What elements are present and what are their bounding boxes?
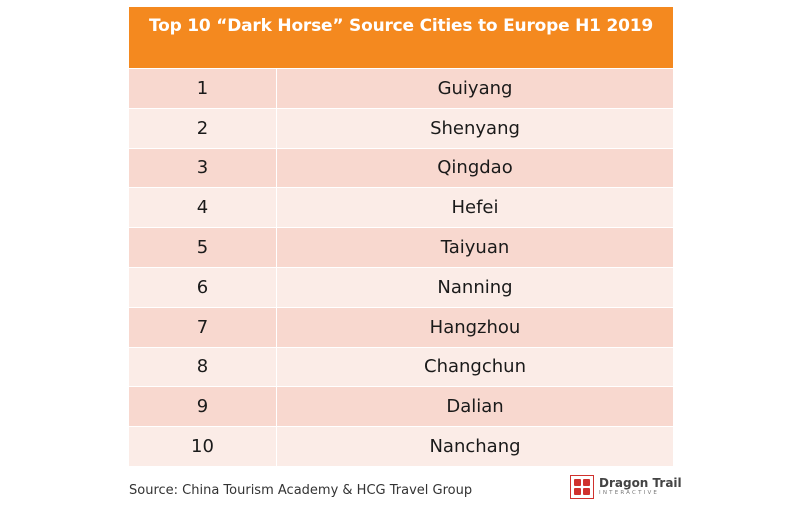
dragon-trail-logo: Dragon Trail INTERACTIVE (570, 475, 682, 499)
table-row: 1 Guiyang (129, 69, 673, 109)
city-cell: Taiyuan (440, 237, 510, 259)
table-row: 2 Shenyang (129, 108, 673, 149)
table-row: 7 Hangzhou (129, 307, 673, 348)
logo-icon (570, 475, 594, 499)
rank-cell: 4 (129, 188, 277, 228)
city-cell: Guiyang (437, 77, 513, 99)
table-row: 8 Changchun (129, 347, 673, 388)
rank-cell: 2 (129, 108, 277, 148)
rank-cell: 6 (129, 267, 277, 307)
table-row: 9 Dalian (129, 387, 673, 428)
city-cell: Changchun (424, 356, 526, 378)
rank-cell: 5 (129, 228, 277, 267)
table-row: 6 Nanning (129, 267, 673, 308)
logo-text: Dragon Trail INTERACTIVE (599, 477, 682, 497)
rank-cell: 9 (129, 387, 277, 427)
city-cell: Nanchang (429, 436, 521, 458)
table-title: Top 10 “Dark Horse” Source Cities to Eur… (129, 7, 673, 68)
rank-cell: 8 (129, 347, 277, 387)
rank-cell: 7 (129, 307, 277, 347)
city-cell: Hefei (451, 197, 499, 219)
rank-cell: 10 (129, 427, 277, 466)
table-row: 4 Hefei (129, 188, 673, 229)
table-row: 3 Qingdao (129, 148, 673, 189)
table-row: 10 Nanchang (129, 427, 673, 467)
logo-subtitle: INTERACTIVE (599, 490, 660, 497)
rank-cell: 3 (129, 148, 277, 188)
city-cell: Dalian (446, 396, 504, 418)
city-cell: Shenyang (430, 117, 520, 139)
city-cell: Nanning (437, 276, 513, 298)
rank-cell: 1 (129, 69, 277, 108)
ranking-table: Top 10 “Dark Horse” Source Cities to Eur… (129, 7, 673, 467)
city-cell: Qingdao (437, 157, 513, 179)
table-body: 1 Guiyang 2 Shenyang 3 Qingdao 4 Hefei 5… (129, 68, 673, 467)
logo-name: Dragon Trail (599, 476, 682, 491)
city-cell: Hangzhou (429, 316, 521, 338)
table-row: 5 Taiyuan (129, 228, 673, 268)
source-note: Source: China Tourism Academy & HCG Trav… (129, 483, 473, 498)
